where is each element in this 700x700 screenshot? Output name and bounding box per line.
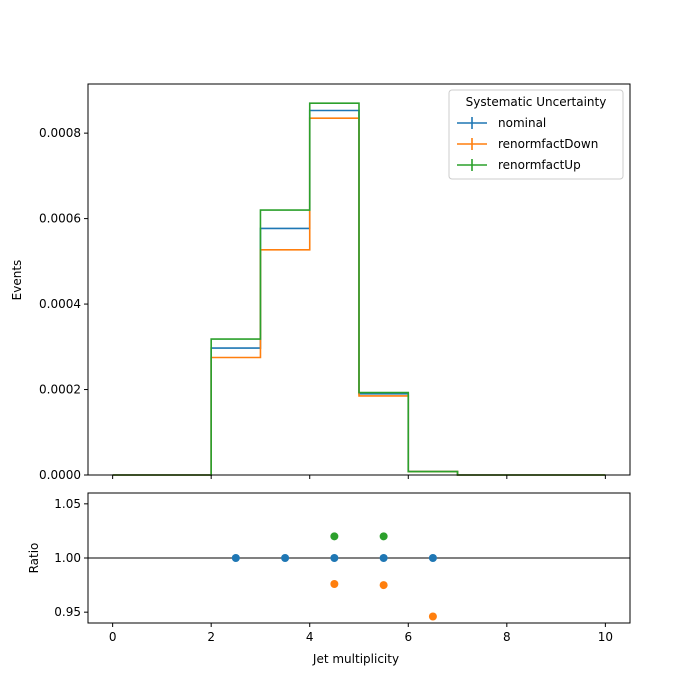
legend-label: renormfactUp bbox=[498, 158, 581, 172]
ratio-point-renormfactDown bbox=[428, 612, 437, 621]
legend-box bbox=[448, 89, 624, 180]
legend-entry-renormfactUp: renormfactUp bbox=[457, 158, 581, 172]
ratio-point-nominal bbox=[379, 554, 388, 562]
ratio-point-nominal bbox=[330, 554, 339, 562]
legend-entries: nominal renormfactDown renormfactUp bbox=[457, 116, 598, 172]
ratio-x-tick-label-1: 2 bbox=[207, 630, 215, 644]
ratio-points bbox=[231, 532, 437, 621]
ratio-panel: 0 2 4 6 8 10 0.95 1.00 1.05 Ratio Jet multiplic… bbox=[27, 492, 631, 666]
ratio-x-tick-label-2: 4 bbox=[306, 630, 314, 644]
ratio-x-tick-label-5: 10 bbox=[598, 630, 613, 644]
ratio-point-renormfactDown bbox=[379, 581, 388, 590]
histogram-frame bbox=[87, 83, 631, 476]
ratio-y-ticks: 0.95 1.00 1.05 bbox=[54, 497, 88, 619]
legend: Systematic Uncertainty nominal renormfact… bbox=[448, 89, 624, 180]
ratio-y-tick-label-1: 1.00 bbox=[54, 551, 81, 565]
legend-label: renormfactDown bbox=[498, 137, 598, 151]
ratio-point-nominal bbox=[231, 554, 240, 562]
ratio-y-tick-label-0: 0.95 bbox=[54, 605, 81, 619]
ratio-x-ticks: 0 2 4 6 8 10 bbox=[109, 623, 613, 644]
histogram-y-ticks: 0.0000 0.0002 0.0004 0.0006 0.0008 bbox=[39, 126, 88, 482]
ratio-y-tick-label-2: 1.05 bbox=[54, 497, 81, 511]
ratio-point-nominal bbox=[281, 554, 290, 562]
legend-entry-nominal: nominal bbox=[457, 116, 546, 130]
ratio-point-renormfactUp bbox=[330, 532, 339, 541]
ratio-x-tick-label-3: 6 bbox=[404, 630, 412, 644]
legend-entry-renormfactDown: renormfactDown bbox=[457, 137, 598, 151]
histogram-y-tick-label-3: 0.0006 bbox=[39, 212, 81, 226]
ratio-point-renormfactUp bbox=[379, 532, 388, 541]
ratio-point-renormfactDown bbox=[330, 580, 339, 588]
histogram-y-tick-label-4: 0.0008 bbox=[39, 126, 81, 140]
histogram-y-axis-label: Events bbox=[10, 260, 24, 301]
ratio-x-tick-label-4: 8 bbox=[503, 630, 511, 644]
histogram-panel: 0.0000 0.0002 0.0004 0.0006 0.0008 Events Sy… bbox=[10, 83, 631, 482]
histogram-y-tick-label-2: 0.0004 bbox=[39, 297, 81, 311]
ratio-x-tick-label-0: 0 bbox=[109, 630, 117, 644]
histogram-y-tick-label-1: 0.0002 bbox=[39, 383, 81, 397]
legend-label: nominal bbox=[498, 116, 546, 130]
ratio-point-nominal bbox=[428, 554, 437, 562]
ratio-y-axis-label: Ratio bbox=[27, 543, 41, 574]
histogram-y-tick-label-0: 0.0000 bbox=[39, 468, 81, 482]
legend-title: Systematic Uncertainty bbox=[466, 95, 607, 109]
ratio-x-axis-label: Jet multiplicity bbox=[312, 652, 399, 666]
histogram-x-ticks bbox=[112, 475, 606, 479]
